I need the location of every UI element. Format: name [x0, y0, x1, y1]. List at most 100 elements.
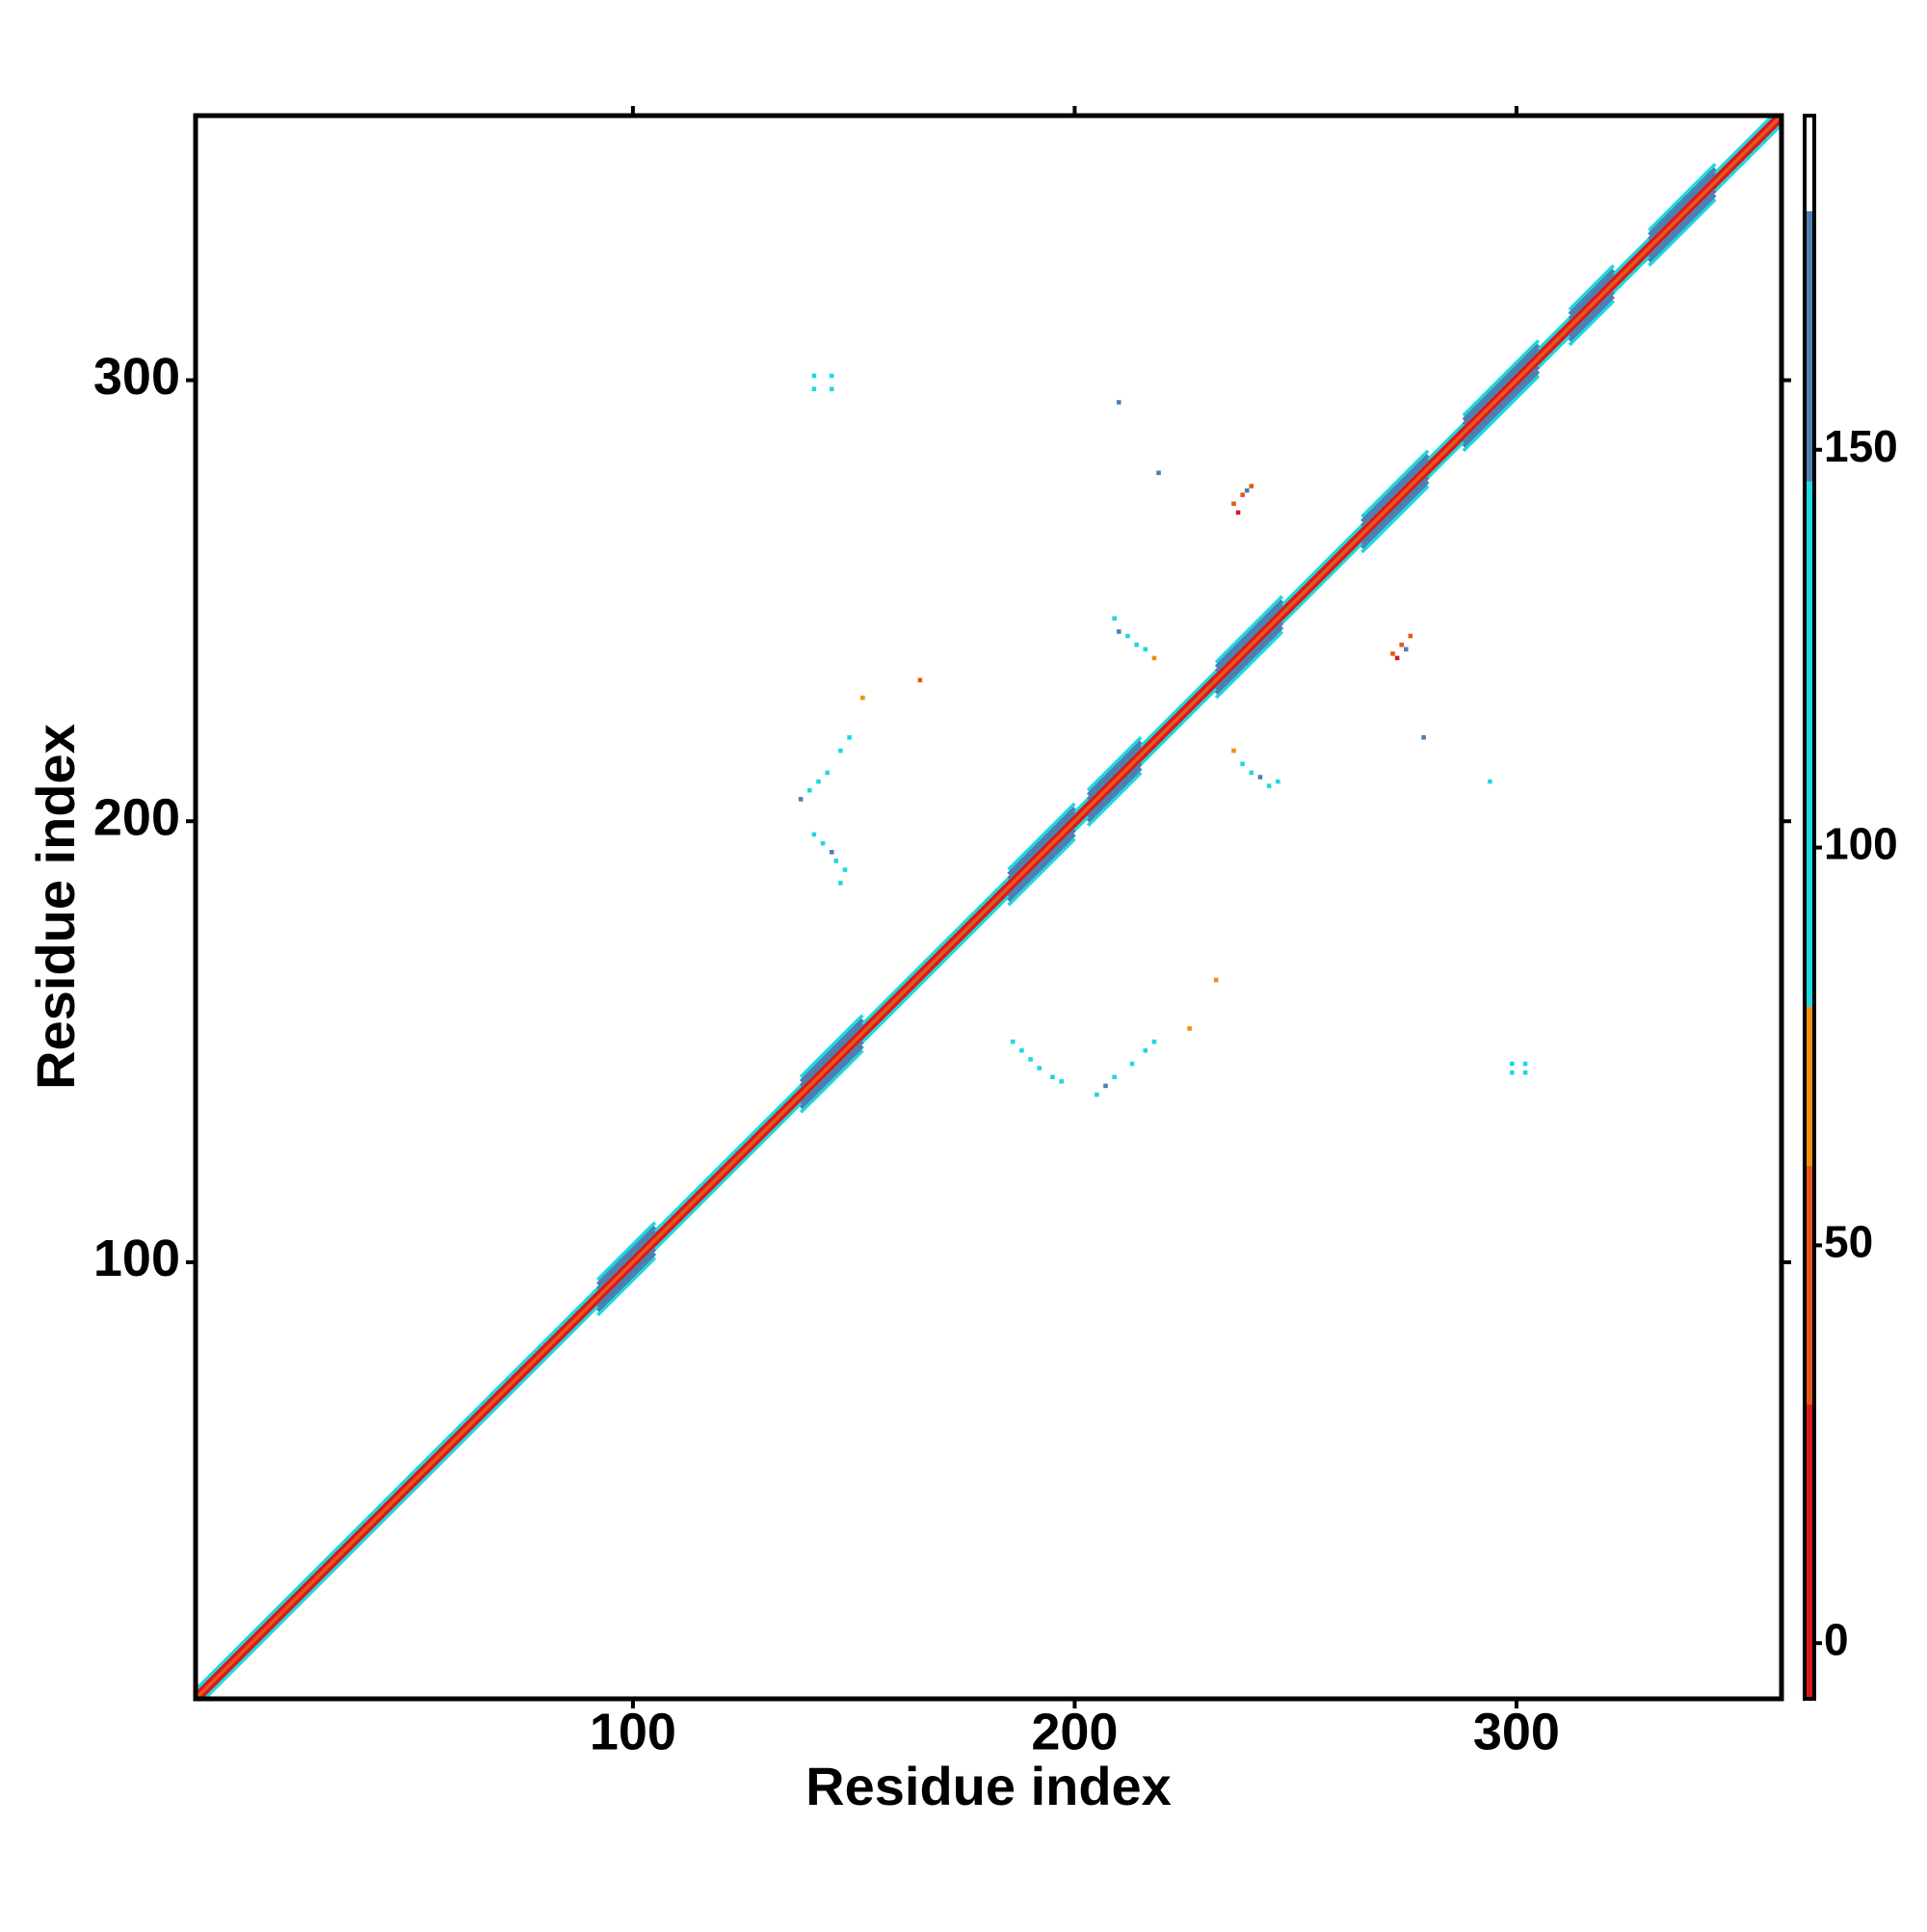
diagonal-strip [1648, 167, 1717, 236]
diagonal-strip [1360, 485, 1430, 554]
contact-cell [847, 735, 852, 740]
diagonal-strip [799, 1022, 864, 1088]
contact-cell [1125, 633, 1130, 639]
colorbar-segment [1805, 211, 1814, 482]
diagonal-strip [1007, 837, 1076, 907]
plot-area [196, 116, 1782, 1699]
y-tick-label: 300 [93, 348, 180, 406]
contact-cell [1235, 510, 1241, 516]
contact-cell [1151, 1039, 1157, 1045]
diagonal-strip [1086, 767, 1143, 823]
diagonal-strip [1648, 172, 1717, 241]
x-tick-label: 300 [1473, 1703, 1560, 1760]
diagonal-strip [1214, 595, 1284, 664]
diagonal-strip [1214, 625, 1284, 695]
contact-cell [1421, 735, 1426, 740]
diagonal-strip [1007, 833, 1076, 902]
contact-cell [1403, 647, 1409, 652]
contact-cell [816, 779, 821, 784]
contact-cell [1399, 642, 1404, 648]
contact-cell [1240, 492, 1245, 497]
colorbar-tick-label: 150 [1824, 421, 1898, 471]
contact-cell [1257, 775, 1263, 780]
diagonal-strip [1648, 189, 1717, 258]
diagonal-strip [1568, 268, 1616, 316]
diagonal-strip [1568, 290, 1616, 338]
contact-cell [1116, 400, 1122, 405]
diagonal-strip [1648, 194, 1717, 263]
diagonal-strip [1214, 599, 1284, 669]
contact-cell [860, 695, 865, 701]
contact-cell [1116, 629, 1122, 634]
colorbar-segment [1805, 116, 1814, 212]
colorbar-segment [1805, 481, 1814, 1007]
diagonal-strip [1214, 630, 1284, 700]
contact-cell [917, 677, 923, 683]
x-tick-label: 100 [590, 1703, 676, 1760]
colorbar-frame [1803, 114, 1816, 1701]
colorbar-segment [1805, 1165, 1814, 1405]
diagonal-strip [799, 1048, 864, 1114]
contact-cell [1095, 1092, 1099, 1098]
diagonal-strip [595, 1257, 657, 1317]
contact-cell [1010, 1039, 1016, 1045]
contact-cell [1156, 470, 1161, 475]
contact-cell [1103, 1083, 1108, 1089]
contact-cell [1143, 1047, 1148, 1053]
diagonal-strip [799, 1014, 864, 1078]
contact-cell [1276, 779, 1280, 784]
diagonal-strip [595, 1252, 657, 1312]
contact-cell [1522, 1070, 1528, 1075]
diagonal-strip [1360, 475, 1430, 545]
contact-cell [1231, 501, 1236, 507]
diagonal-strip [1462, 343, 1541, 422]
contact-cell [1112, 1074, 1117, 1079]
y-tick-label: 200 [93, 789, 180, 847]
diagonal-strip [1086, 771, 1143, 828]
diagonal-strip [1007, 802, 1076, 871]
diagonal-strip [799, 1045, 864, 1110]
diagonal-strip [595, 1221, 657, 1282]
contact-cell [1151, 655, 1157, 661]
diagonal-strip [1462, 348, 1541, 426]
contact-cell [1028, 1057, 1033, 1062]
contact-cell [1129, 1061, 1135, 1067]
contact-cell [811, 832, 817, 837]
contact-cell [833, 859, 839, 863]
contact-cell [807, 787, 812, 793]
contact-cell [798, 797, 804, 802]
diagonal-strip [1462, 370, 1541, 448]
diagonal-strip [1462, 339, 1541, 417]
diagonal-strip [595, 1247, 657, 1308]
contact-cell [829, 850, 834, 855]
contact-cell [842, 867, 848, 872]
diagonal-strip [1360, 449, 1430, 518]
diagonal-strip [1568, 295, 1616, 342]
contact-cell [811, 386, 817, 392]
contact-cell [811, 373, 817, 379]
diagonal-strip [595, 1226, 657, 1286]
contact-cell [1522, 1061, 1528, 1067]
colorbar-segment [1805, 1404, 1814, 1699]
contact-cell [829, 373, 834, 379]
diagonal-strip [1086, 745, 1143, 801]
diagonal-strip [1007, 829, 1076, 898]
diagonal-strip [799, 1018, 864, 1083]
diagonal-strip [1360, 458, 1430, 527]
contact-cell [1249, 484, 1254, 489]
diagonal-strip [1007, 807, 1076, 876]
contact-cell [1050, 1074, 1055, 1079]
contact-cell [1244, 488, 1250, 493]
diagonal-strip [1086, 736, 1143, 792]
contact-cell [838, 881, 843, 886]
contact-cell [1134, 642, 1139, 648]
diagonal-strip [1568, 273, 1616, 320]
contact-cell [1488, 779, 1492, 784]
contact-cell [1394, 655, 1400, 661]
diagonal-strip [799, 1040, 864, 1105]
x-axis-title: Residue index [805, 1756, 1172, 1816]
contact-cell [1059, 1078, 1064, 1084]
diagonal-strip [1462, 374, 1541, 453]
